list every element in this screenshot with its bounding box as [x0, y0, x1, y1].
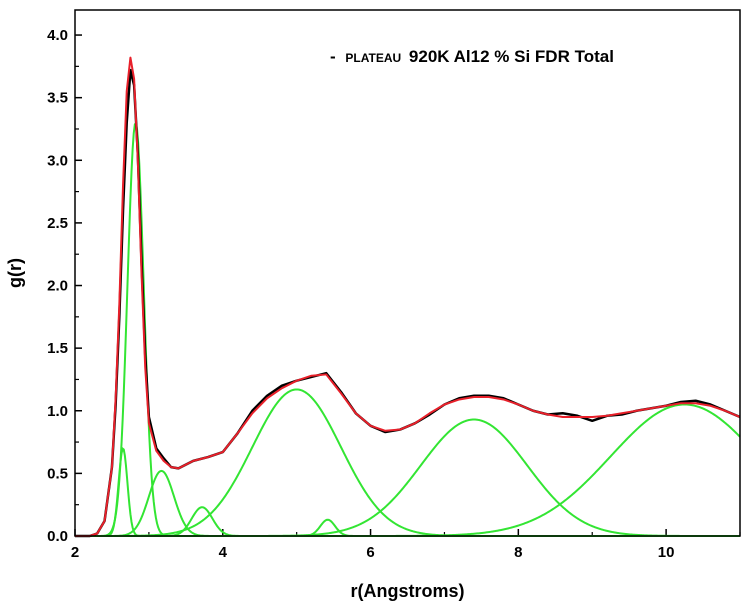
- y-tick-label: 1.0: [47, 403, 68, 420]
- y-tick-label: 0.5: [47, 465, 68, 482]
- legend-text: 920K Al12 % Si FDR Total: [409, 47, 614, 66]
- y-tick-label: 4.0: [47, 27, 68, 44]
- x-tick-label: 6: [366, 544, 374, 561]
- component-curves: [75, 120, 741, 537]
- x-axis-title: r(Angstroms): [350, 581, 464, 601]
- legend: - PLATEAU 920K Al12 % Si FDR Total: [330, 47, 614, 66]
- y-tick-label: 3.5: [47, 90, 68, 107]
- legend-small-word: PLATEAU: [345, 51, 401, 65]
- y-tick-label: 1.5: [47, 340, 68, 357]
- y-tick-label: 3.0: [47, 152, 68, 169]
- component-curve: [75, 388, 740, 537]
- x-tick-label: 8: [514, 544, 522, 561]
- x-tick-label: 10: [658, 544, 675, 561]
- legend-label: - PLATEAU 920K Al12 % Si FDR Total: [330, 47, 614, 66]
- component-curve: [75, 403, 741, 537]
- fit-curve: [75, 56, 741, 537]
- component-curve: [75, 120, 740, 537]
- y-axis-title: g(r): [5, 258, 25, 288]
- plot-frame: [74, 9, 741, 537]
- component-curve: [75, 418, 740, 537]
- x-tick-label: 4: [219, 544, 228, 561]
- x-tick-label: 2: [71, 544, 79, 561]
- y-tick-label: 2.5: [47, 215, 68, 232]
- experimental-curve: [75, 68, 741, 538]
- component-curve: [75, 469, 740, 537]
- component-curve: [75, 446, 740, 537]
- y-tick-label: 0.0: [47, 528, 68, 545]
- y-tick-label: 2.0: [47, 278, 68, 295]
- legend-prefix: -: [330, 47, 336, 66]
